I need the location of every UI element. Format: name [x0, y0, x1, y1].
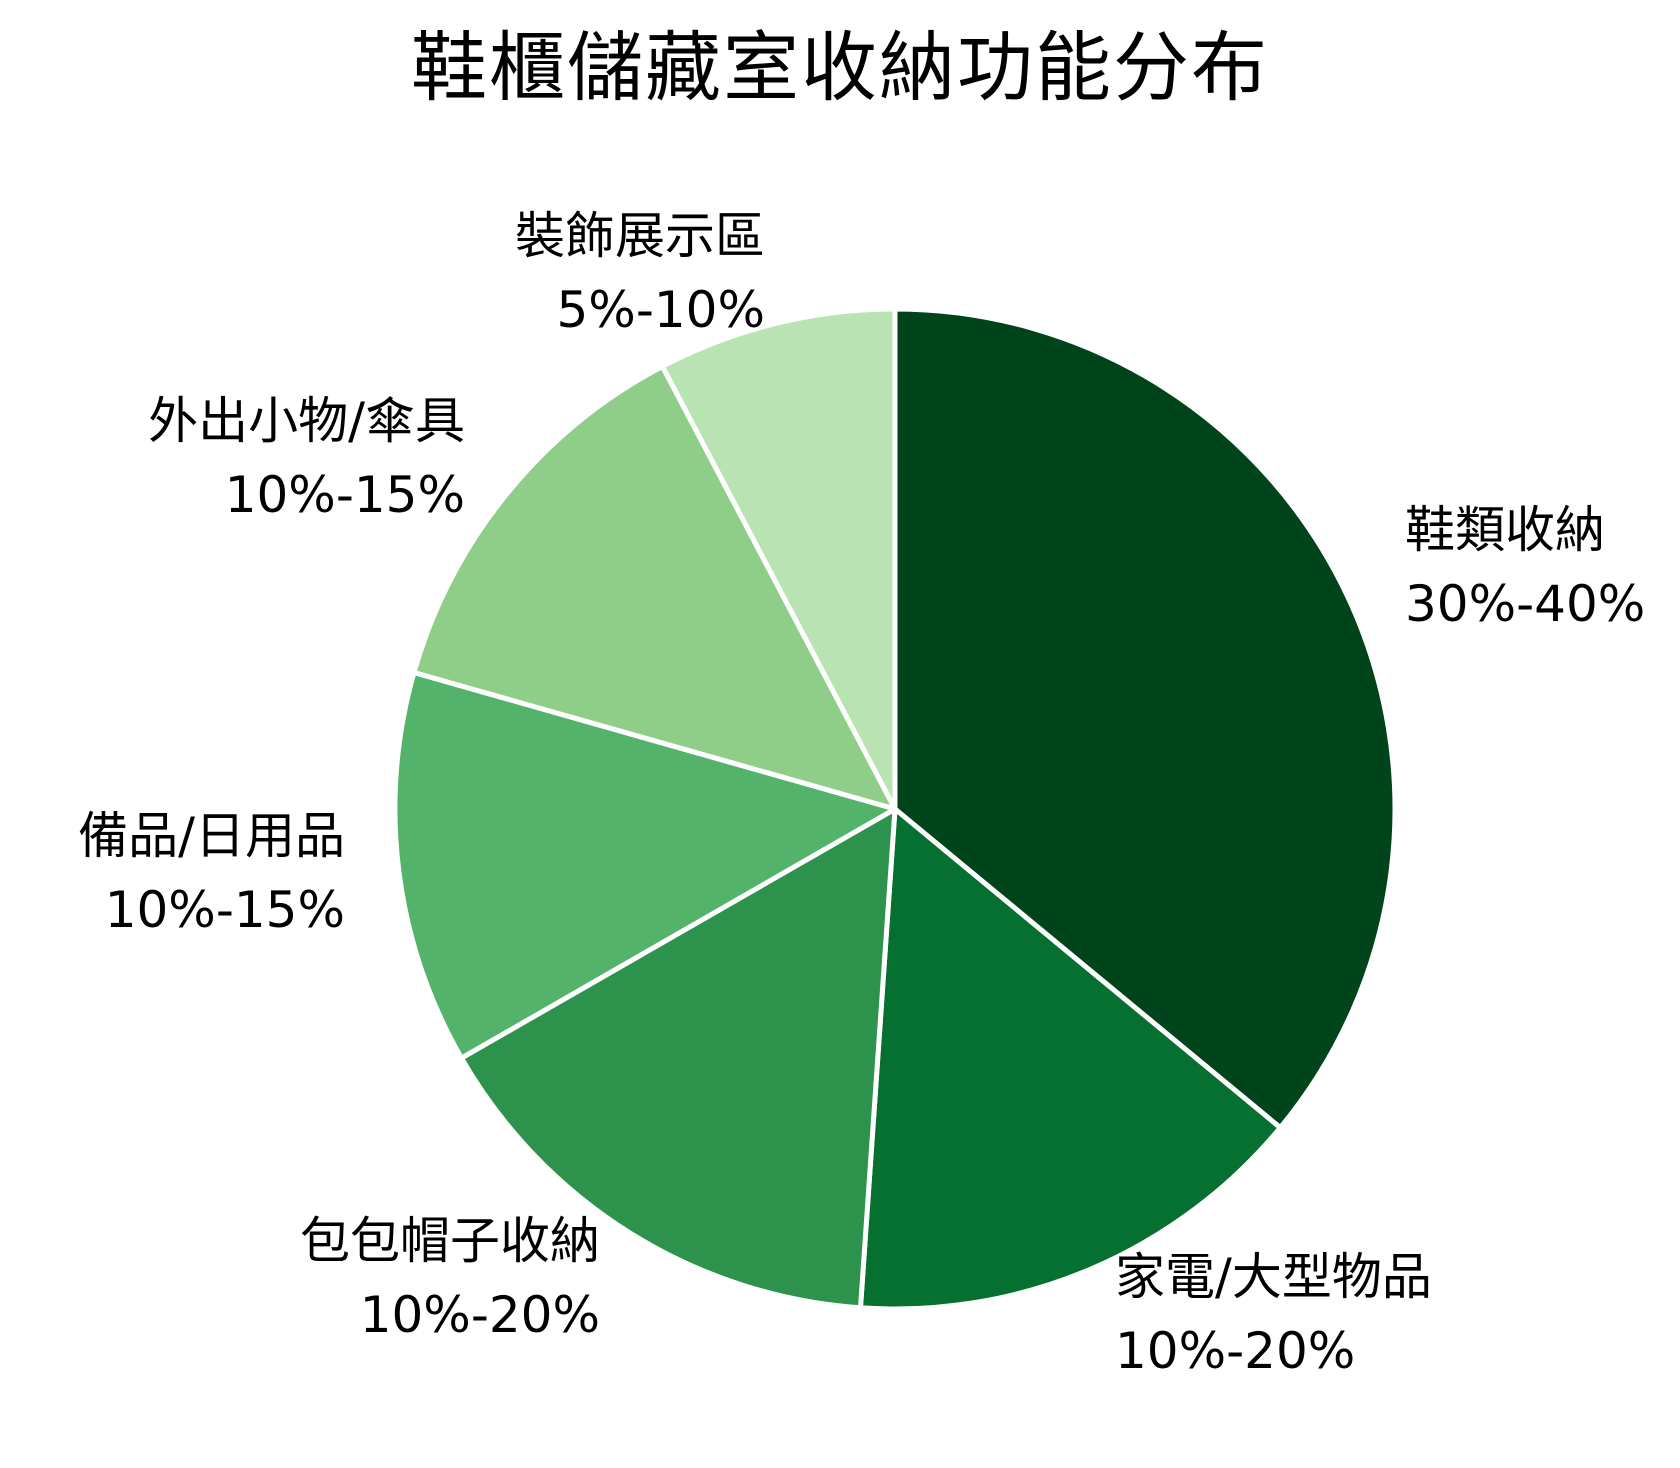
slice-label-shoes: 鞋類收納 30%-40% — [1405, 493, 1645, 641]
chart-title: 鞋櫃儲藏室收納功能分布 — [411, 23, 1269, 112]
slice-label-supplies: 備品/日用品 10%-15% — [78, 799, 345, 947]
slice-label-range: 5%-10% — [556, 281, 766, 339]
slice-decor-display — [659, 306, 898, 812]
slice-label-range: 10%-20% — [359, 1286, 600, 1344]
slice-label-name: 包包帽子收納 — [300, 1212, 600, 1270]
slice-label-decor-display: 裝飾展示區 5%-10% — [515, 199, 765, 347]
slice-appliances — [857, 806, 1283, 1312]
slice-outdoor-umbrella — [411, 363, 898, 812]
slice-shoes — [892, 306, 1398, 1131]
slice-label-name: 外出小物/傘具 — [148, 392, 465, 450]
slice-label-range: 10%-20% — [1115, 1322, 1356, 1380]
slice-label-appliances: 家電/大型物品 10%-20% — [1115, 1240, 1432, 1388]
slice-label-name: 備品/日用品 — [78, 807, 345, 865]
slice-label-name: 鞋類收納 — [1405, 501, 1605, 559]
slice-label-range: 30%-40% — [1405, 575, 1646, 633]
slice-label-bags-hats: 包包帽子收納 10%-20% — [300, 1204, 600, 1352]
slice-supplies — [392, 670, 898, 1061]
slice-label-range: 10%-15% — [104, 881, 345, 939]
slice-label-name: 裝飾展示區 — [515, 207, 765, 265]
slice-label-range: 10%-15% — [224, 466, 465, 524]
slice-label-name: 家電/大型物品 — [1115, 1248, 1432, 1306]
slice-bags-hats — [458, 806, 898, 1311]
slice-label-outdoor-umbrella: 外出小物/傘具 10%-15% — [148, 384, 465, 532]
